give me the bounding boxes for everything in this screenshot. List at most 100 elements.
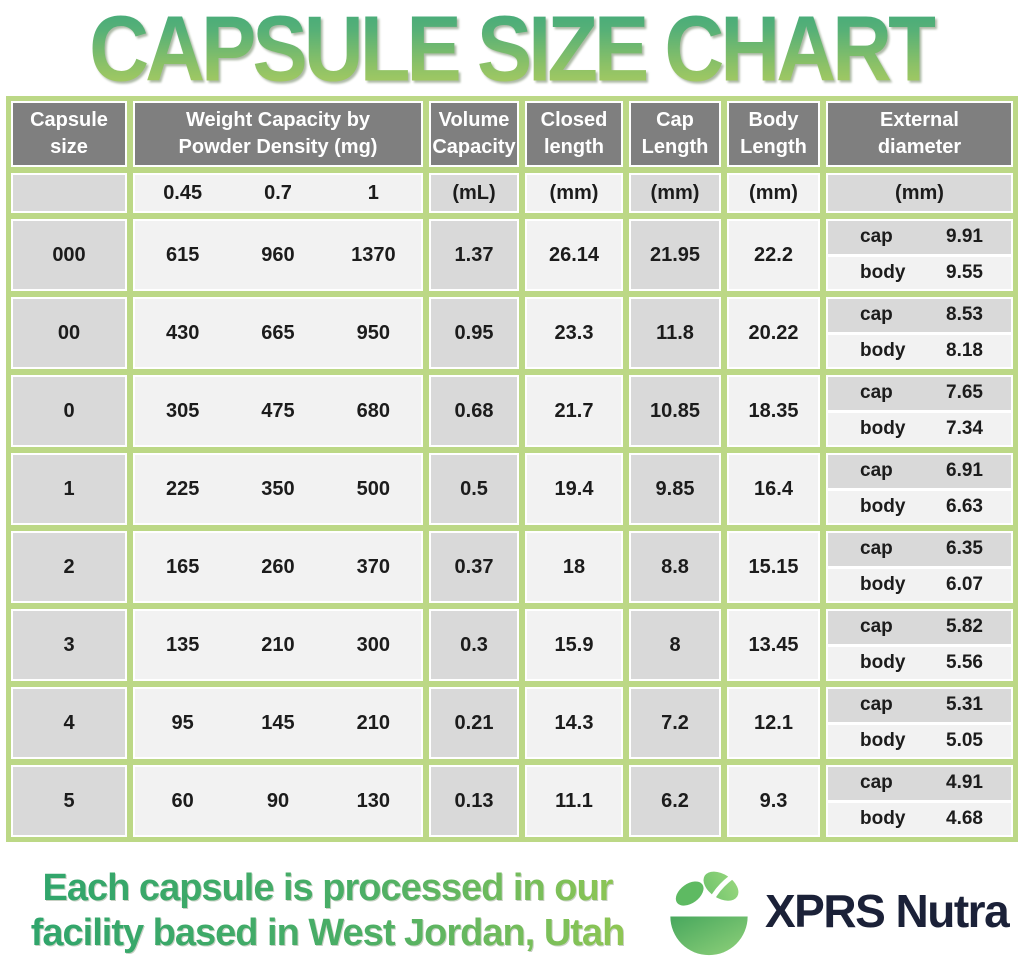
- cap-label: cap: [860, 460, 893, 482]
- closed-length-cell: 26.14: [527, 221, 621, 289]
- mortar-leaves-logo-icon: [670, 871, 748, 956]
- external-cap-subrow: cap 6.35: [828, 533, 1011, 566]
- closed-length-cell: 14.3: [527, 689, 621, 757]
- external-body-subrow: body 4.68: [828, 802, 1011, 835]
- body-length-cell: 15.15: [729, 533, 818, 601]
- closed-length-cell: 18: [527, 533, 621, 601]
- weight-value: 225: [165, 477, 200, 500]
- body-length-cell: 18.35: [729, 377, 818, 445]
- weight-value: 305: [165, 399, 200, 422]
- density-value: 0.7: [264, 181, 292, 204]
- body-diameter-value: 6.07: [946, 573, 983, 595]
- cap-length-cell: 9.85: [631, 455, 719, 523]
- cap-diameter-value: 6.91: [946, 460, 983, 482]
- weight-capacity-cell: 135 210 300: [135, 611, 421, 679]
- body-diameter-value: 7.34: [946, 417, 983, 439]
- body-label: body: [860, 339, 906, 361]
- cap-diameter-value: 5.31: [946, 694, 983, 716]
- volume-capacity-cell: 0.3: [431, 611, 517, 679]
- unit-cap-length: (mm): [631, 175, 719, 211]
- capsule-size-cell: 2: [13, 533, 125, 601]
- cap-diameter-value: 6.35: [946, 538, 983, 560]
- weight-capacity-cell: 60 90 130: [135, 767, 421, 835]
- volume-capacity-cell: 0.95: [431, 299, 517, 367]
- body-diameter-value: 6.63: [946, 495, 983, 517]
- body-label: body: [860, 651, 906, 673]
- brand-name: XPRS Nutra: [765, 885, 1010, 937]
- weight-value: 680: [356, 399, 391, 422]
- unit-body-length: (mm): [729, 175, 818, 211]
- weight-value: 165: [165, 555, 200, 578]
- weight-value: 300: [356, 633, 391, 656]
- body-diameter-value: 5.56: [946, 651, 983, 673]
- weight-capacity-cell: 225 350 500: [135, 455, 421, 523]
- external-cap-subrow: cap 9.91: [828, 221, 1011, 254]
- weight-value: 95: [171, 711, 194, 734]
- capsule-size-cell: 0: [13, 377, 125, 445]
- external-cap-subrow: cap 8.53: [828, 299, 1011, 332]
- cap-length-cell: 8: [631, 611, 719, 679]
- closed-length-cell: 21.7: [527, 377, 621, 445]
- cap-length-cell: 11.8: [631, 299, 719, 367]
- body-label: body: [860, 417, 906, 439]
- external-diameter-cell: cap 5.31 body 5.05: [828, 689, 1011, 757]
- page-title: CAPSULE SIZE CHART: [89, 0, 939, 101]
- weight-capacity-cell: 430 665 950: [135, 299, 421, 367]
- unit-closed-length: (mm): [527, 175, 621, 211]
- external-body-subrow: body 5.05: [828, 724, 1011, 757]
- weight-value: 370: [356, 555, 391, 578]
- cap-length-cell: 7.2: [631, 689, 719, 757]
- external-cap-subrow: cap 7.65: [828, 377, 1011, 410]
- unit-volume: (mL): [431, 175, 517, 211]
- weight-value: 615: [165, 243, 200, 266]
- body-diameter-value: 9.55: [946, 261, 983, 283]
- external-cap-subrow: cap 5.82: [828, 611, 1011, 644]
- header-closed-length: Closed length: [527, 103, 621, 165]
- cap-label: cap: [860, 382, 893, 404]
- external-diameter-cell: cap 7.65 body 7.34: [828, 377, 1011, 445]
- capsule-size-cell: 4: [13, 689, 125, 757]
- external-cap-subrow: cap 6.91: [828, 455, 1011, 488]
- cap-length-cell: 10.85: [631, 377, 719, 445]
- body-diameter-value: 5.05: [946, 729, 983, 751]
- external-body-subrow: body 8.18: [828, 334, 1011, 367]
- header-external-diameter: External diameter: [828, 103, 1011, 165]
- volume-capacity-cell: 0.21: [431, 689, 517, 757]
- external-diameter-cell: cap 6.91 body 6.63: [828, 455, 1011, 523]
- external-diameter-cell: cap 9.91 body 9.55: [828, 221, 1011, 289]
- weight-value: 210: [261, 633, 295, 656]
- brand-lockup: XPRS Nutra: [663, 865, 1010, 957]
- header-weight-capacity: Weight Capacity by Powder Density (mg): [135, 103, 421, 165]
- body-length-cell: 16.4: [729, 455, 818, 523]
- weight-value: 430: [165, 321, 200, 344]
- body-label: body: [860, 261, 906, 283]
- body-length-cell: 22.2: [729, 221, 818, 289]
- capsule-size-cell: 00: [13, 299, 125, 367]
- volume-capacity-cell: 0.68: [431, 377, 517, 445]
- weight-capacity-cell: 615 960 1370: [135, 221, 421, 289]
- cap-diameter-value: 7.65: [946, 382, 983, 404]
- footer-tagline: Each capsule is processed in our facilit…: [0, 866, 655, 956]
- body-label: body: [860, 807, 906, 829]
- closed-length-cell: 19.4: [527, 455, 621, 523]
- unit-external-diameter: (mm): [828, 175, 1011, 211]
- cap-label: cap: [860, 226, 893, 248]
- body-length-cell: 9.3: [729, 767, 818, 835]
- header-cap-length: Cap Length: [631, 103, 719, 165]
- capsule-size-cell: 000: [13, 221, 125, 289]
- unit-capsule-size-empty: [13, 175, 125, 211]
- external-body-subrow: body 5.56: [828, 646, 1011, 679]
- capsule-size-cell: 5: [13, 767, 125, 835]
- weight-value: 60: [171, 789, 194, 812]
- weight-value: 665: [261, 321, 295, 344]
- weight-value: 475: [261, 399, 295, 422]
- volume-capacity-cell: 0.13: [431, 767, 517, 835]
- external-body-subrow: body 6.07: [828, 568, 1011, 601]
- capsule-size-table: Capsule size Weight Capacity by Powder D…: [6, 96, 1018, 842]
- density-value: 1: [367, 181, 379, 204]
- page-header: CAPSULE SIZE CHART: [0, 0, 1024, 96]
- closed-length-cell: 11.1: [527, 767, 621, 835]
- closed-length-cell: 23.3: [527, 299, 621, 367]
- cap-diameter-value: 8.53: [946, 304, 983, 326]
- cap-diameter-value: 5.82: [946, 616, 983, 638]
